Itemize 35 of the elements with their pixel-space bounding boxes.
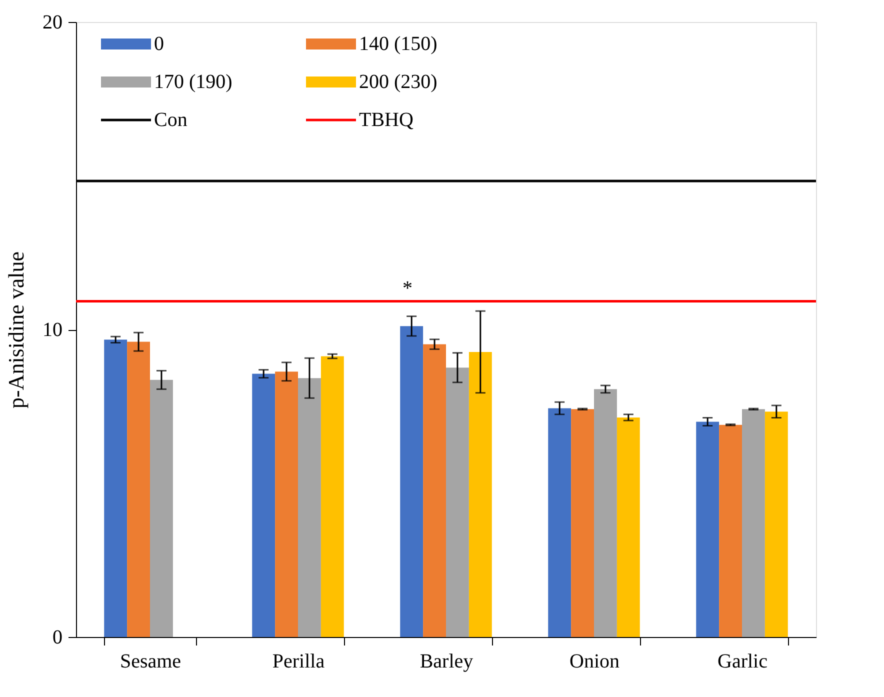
x-tick-label: Barley [420, 650, 474, 672]
bar [127, 342, 150, 637]
bar [764, 412, 788, 637]
bar [252, 374, 276, 637]
bar [320, 356, 344, 637]
x-tick-label: Onion [570, 650, 620, 672]
y-tick-label: 0 [52, 626, 62, 648]
y-tick-label: 10 [42, 319, 62, 341]
x-tick-label: Sesame [120, 650, 182, 672]
bar [298, 378, 321, 637]
bar [150, 380, 173, 637]
bar [423, 344, 446, 637]
bar [275, 372, 298, 637]
x-tick-label: Garlic [718, 650, 768, 672]
legend-label: TBHQ [359, 109, 414, 131]
legend-label: 200 (230) [359, 71, 438, 93]
legend-label: 140 (150) [359, 33, 438, 55]
y-axis-title: p-Anisidine value [4, 251, 28, 409]
bar [594, 389, 617, 637]
legend-label: Con [154, 109, 188, 131]
bar [468, 352, 492, 637]
legend-label: 170 (190) [154, 71, 232, 93]
bar [571, 409, 594, 637]
bar [548, 408, 572, 637]
x-tick-label: Perilla [272, 650, 325, 672]
annotation: * [402, 277, 413, 300]
bar [719, 424, 742, 637]
bar [400, 326, 424, 637]
bar [104, 340, 128, 637]
bar [446, 368, 469, 637]
bar [742, 409, 765, 637]
bar [616, 417, 640, 637]
y-tick-label: 20 [42, 12, 62, 34]
legend-label: 0 [154, 33, 164, 55]
bar [696, 422, 720, 637]
